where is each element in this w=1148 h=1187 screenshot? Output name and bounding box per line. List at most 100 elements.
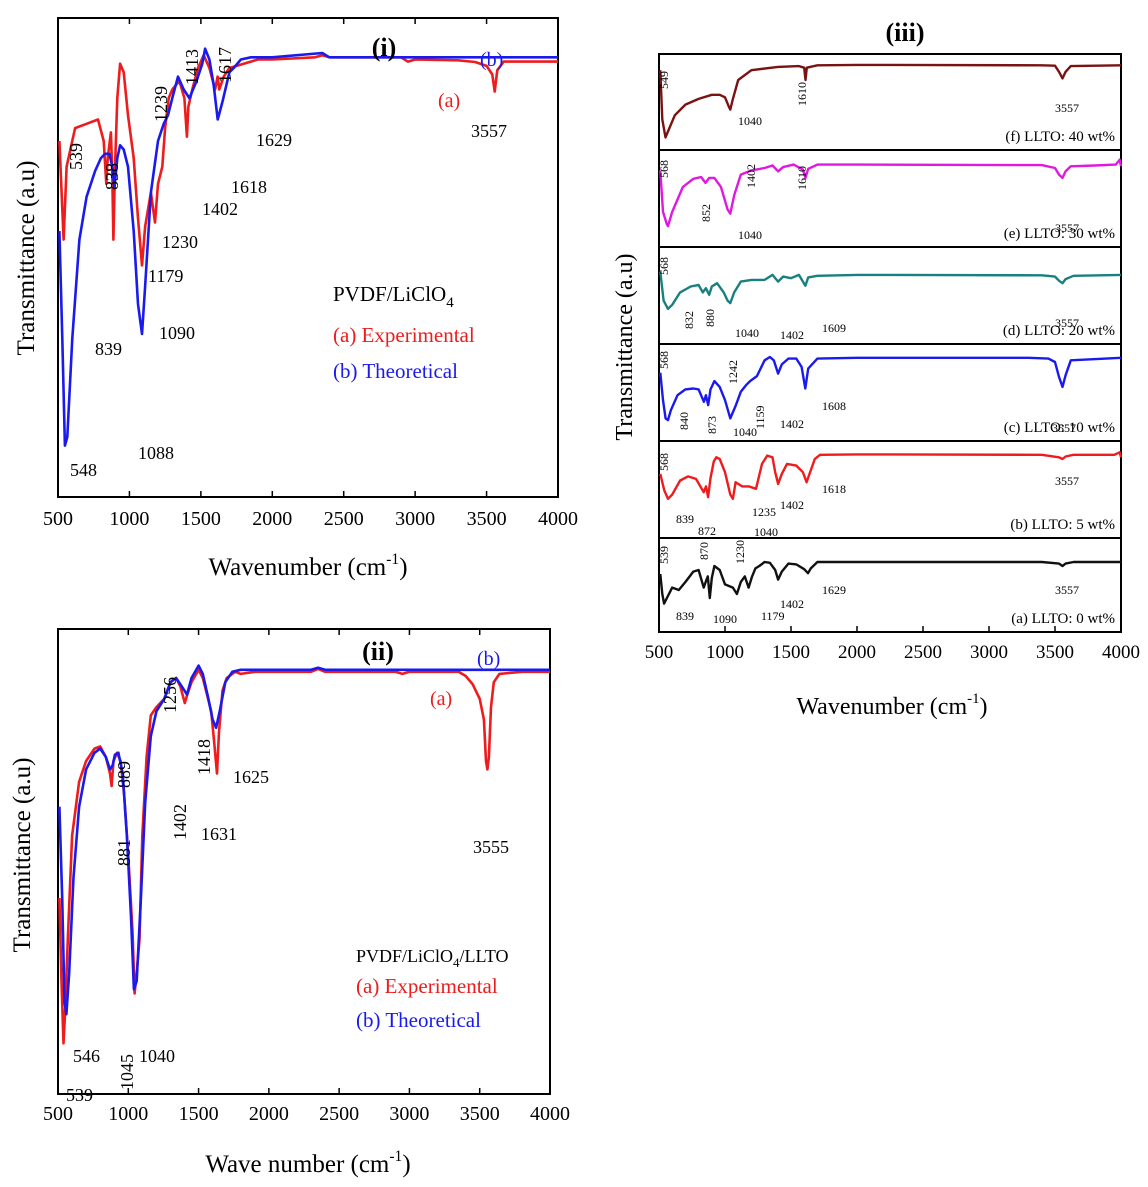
panel-iii-xlabel-sup: -1: [967, 691, 979, 707]
panel-iii-strip-3-peak-1040: 1040: [735, 326, 759, 340]
panel-iii-strip-1-series: [659, 451, 1123, 500]
panel-iii-strip-4-peak-1402: 1402: [744, 164, 758, 188]
panel-i-peak-838: 838: [102, 163, 122, 190]
panel-ii-xtick-label: 3500: [460, 1103, 500, 1125]
panel-ii-peak-539: 539: [66, 1085, 93, 1105]
panel-i-xtick-label: 1500: [181, 508, 221, 530]
panel-i-peak-1618: 1618: [231, 177, 267, 197]
panel-i-legend-title-main: PVDF/LiClO: [333, 282, 446, 306]
panel-iii-strip-0-peak-1629: 1629: [822, 583, 846, 597]
panel-i-label-a: (a): [438, 90, 460, 112]
panel-iii-strip-0-peak-839: 839: [676, 609, 694, 623]
panel-ii-xlabel: Wave number (cm-1): [205, 1148, 410, 1178]
panel-iii-strip-3-label: (d) LLTO: 20 wt%: [1003, 323, 1115, 339]
panel-i-peak-1402: 1402: [202, 199, 238, 219]
panel-iii-strip-5-peak-1040: 1040: [738, 114, 762, 128]
panel-iii-xlabel: Wavenumber (cm-1): [796, 691, 987, 720]
panel-i-peak-1617: 1617: [215, 47, 235, 83]
panel-i-xtick-label: 2500: [324, 508, 364, 530]
panel-iii-strip-1-peak-839: 839: [676, 512, 694, 526]
panel-i-xtick-label: 500: [43, 508, 73, 530]
panel-iii-strip-1-peak-1235: 1235: [752, 505, 776, 519]
panel-iii-strip-3-peak-3557: 3557: [1055, 316, 1079, 330]
panel-iii-strip-5-series: [659, 63, 1122, 139]
panel-i-peak-548: 548: [70, 460, 97, 480]
panel-iii-strip-1-peak-568: 568: [657, 453, 671, 471]
panel-i-legend-title: PVDF/LiClO4: [333, 282, 454, 311]
panel-i-xlabel-main: Wavenumber (cm: [208, 554, 386, 581]
panel-ii-xtick-label: 1500: [179, 1103, 219, 1125]
panel-ii-xlabel-main: Wave number (cm: [205, 1151, 390, 1178]
panel-i-peak-1239: 1239: [151, 86, 171, 122]
panel-ii-label-b: (b): [477, 648, 500, 670]
panel-ii-peak-3555: 3555: [473, 837, 509, 857]
panel-iii-xtick-label: 4000: [1102, 642, 1140, 663]
panel-i-peak-1088: 1088: [138, 443, 174, 463]
panel-iii-strip-4-series: [659, 158, 1123, 228]
panel-iii-strip-2-peak-1242: 1242: [726, 360, 740, 384]
panel-i-xtick-label: 3500: [467, 508, 507, 530]
panel-ii-xtick-label: 3000: [389, 1103, 429, 1125]
panel-ii-xtick-label: 500: [43, 1103, 73, 1125]
panel-i-label-b: (b): [480, 49, 503, 71]
panel-iii-strip-2-label: (c) LLTO: 10 wt%: [1004, 420, 1115, 436]
panel-iii-strip-0-series: [659, 560, 1121, 605]
panel-ii-peak-546: 546: [73, 1046, 100, 1066]
panel-ii-peak-1402: 1402: [170, 804, 190, 840]
panel-ii-xlabel-end: ): [402, 1151, 410, 1178]
panel-i-peak-1230: 1230: [162, 232, 198, 252]
panel-iii-strip-3-peak-1609: 1609: [822, 321, 846, 335]
panel-iii-strip-0-peak-1090: 1090: [713, 612, 737, 626]
panel-i-peak-1179: 1179: [148, 266, 183, 286]
panel-iii-strip-3-peak-568: 568: [657, 257, 671, 275]
panel-iii-title: (iii): [886, 18, 925, 47]
panel-iii-xtick-label: 1000: [706, 642, 744, 663]
panel-i-peak-3557: 3557: [471, 121, 507, 141]
panel-iii-strip-5-peak-549: 549: [657, 71, 671, 89]
panel-iii-strip-1-peak-3557: 3557: [1055, 474, 1079, 488]
panel-i-peak-1090: 1090: [159, 323, 195, 343]
panel-ii-title: (ii): [362, 637, 394, 666]
panel-iii-xtick-label: 1500: [772, 642, 810, 663]
panel-iii-strip-2-series: [659, 355, 1122, 422]
panel-iii-strip-2-peak-568: 568: [657, 351, 671, 369]
panel-ii-legend-title-end: /LLTO: [460, 946, 509, 966]
panel-ii-peak-1256: 1256: [160, 677, 180, 713]
panel-iii-strip-5-label: (f) LLTO: 40 wt%: [1005, 129, 1115, 145]
panel-iii-strip-0-label: (a) LLTO: 0 wt%: [1011, 611, 1115, 627]
panel-iii-xlabel-main: Wavenumber (cm: [796, 694, 967, 720]
panel-iii-strip-0-peak-1402: 1402: [780, 597, 804, 611]
panel-iii-strip-4-peak-1610: 1610: [795, 166, 809, 190]
panel-ii-legend-title-sub: 4: [453, 955, 460, 970]
panel-iii-strip-2-peak-3557: 3557: [1052, 421, 1076, 435]
panel-iii-strip-4-peak-568: 568: [657, 160, 671, 178]
panel-iii-xlabel-end: ): [980, 694, 988, 720]
panel-iii-strip-1-peak-872: 872: [698, 524, 716, 538]
panel-i-title: (i): [372, 33, 397, 62]
panel-iii-strip-1-peak-1618: 1618: [822, 482, 846, 496]
panel-i-series-theoretical: [58, 47, 558, 447]
panel-i-peak-1629: 1629: [256, 130, 292, 150]
panel-ii-peak-1045: 1045: [117, 1054, 137, 1090]
panel-iii-strip-2-peak-1159: 1159: [753, 405, 767, 429]
panel-ii-xtick-label: 2000: [249, 1103, 289, 1125]
panel-i-xtick-label: 1000: [109, 508, 149, 530]
panel-iii-xtick-label: 2000: [838, 642, 876, 663]
panel-iii-strip-5-peak-1610: 1610: [795, 82, 809, 106]
panel-ii-xtick-label: 4000: [530, 1103, 570, 1125]
panel-iii-ylabel: Transmittance (a.u): [612, 253, 638, 440]
panel-iii-strip-5-peak-3557: 3557: [1055, 101, 1079, 115]
panel-iii-strip-0-peak-1230: 1230: [733, 540, 747, 564]
panel-iii-strip-0-peak-3557: 3557: [1055, 583, 1079, 597]
panel-iii-strip-4-peak-1040: 1040: [738, 228, 762, 242]
panel-ii-peak-1625: 1625: [233, 767, 269, 787]
panel-ii-xlabel-sup: -1: [389, 1148, 402, 1165]
panel-iii-strip-1-label: (b) LLTO: 5 wt%: [1010, 517, 1115, 533]
panel-i-peak-1413: 1413: [182, 49, 202, 85]
panel-ii-legend-title: PVDF/LiClO4/LLTO: [356, 946, 509, 970]
panel-i-peak-839: 839: [95, 339, 122, 359]
panel-ii-xtick-label: 1000: [108, 1103, 148, 1125]
panel-ii-legend-experimental: (a) Experimental: [356, 974, 498, 998]
panel-i-ylabel: Transmittance (a.u): [13, 161, 40, 356]
panel-i-xtick-label: 3000: [395, 508, 435, 530]
